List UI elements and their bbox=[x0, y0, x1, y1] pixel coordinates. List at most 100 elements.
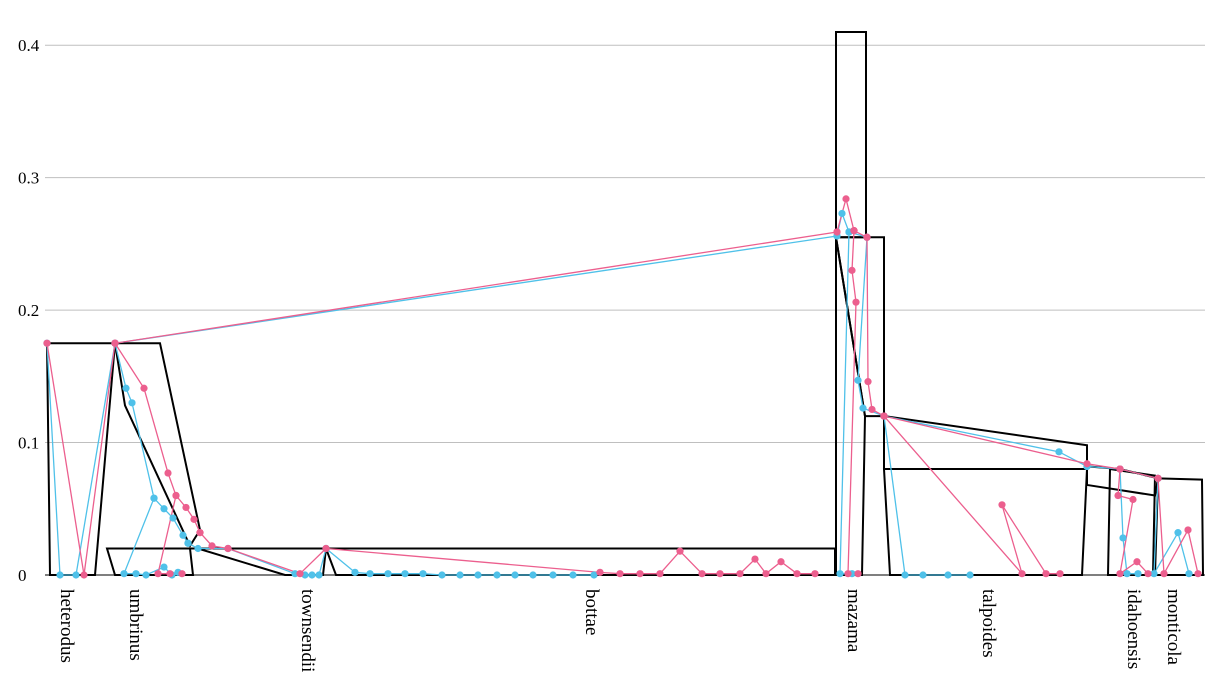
hull-polygon bbox=[115, 343, 200, 546]
y-tick-label: 0.4 bbox=[18, 36, 40, 55]
blue-series-marker bbox=[384, 570, 391, 577]
blue-series-marker bbox=[150, 495, 157, 502]
blue-series-marker bbox=[122, 385, 129, 392]
pink-series-marker bbox=[1133, 558, 1140, 565]
pink-series-marker bbox=[166, 570, 173, 577]
x-category-label: idahoensis bbox=[1123, 589, 1144, 669]
blue-series-marker bbox=[366, 570, 373, 577]
blue-series-marker bbox=[315, 571, 322, 578]
pink-series-marker bbox=[716, 570, 723, 577]
pink-series-marker bbox=[196, 529, 203, 536]
pink-series-line bbox=[884, 416, 1060, 574]
blue-series-marker bbox=[308, 571, 315, 578]
pink-series-marker bbox=[833, 228, 840, 235]
blue-series-marker bbox=[179, 532, 186, 539]
blue-series-marker bbox=[493, 571, 500, 578]
x-category-label: townsendii bbox=[297, 589, 318, 672]
blue-series-marker bbox=[56, 571, 63, 578]
blue-series-line bbox=[840, 232, 852, 574]
blue-series-marker bbox=[569, 571, 576, 578]
pink-series-line bbox=[1158, 478, 1198, 573]
pink-series-marker bbox=[182, 504, 189, 511]
pink-series-marker bbox=[154, 570, 161, 577]
blue-series-marker bbox=[1123, 570, 1130, 577]
pink-series-marker bbox=[1116, 465, 1123, 472]
pink-series-marker bbox=[880, 412, 887, 419]
blue-series-marker bbox=[132, 570, 139, 577]
blue-series-marker bbox=[1119, 534, 1126, 541]
pink-series-line bbox=[326, 549, 815, 574]
pink-series-line bbox=[1120, 469, 1158, 478]
pink-series-marker bbox=[850, 227, 857, 234]
pink-series-marker bbox=[868, 406, 875, 413]
blue-series-marker bbox=[438, 571, 445, 578]
x-category-label: talpoides bbox=[978, 589, 999, 658]
pink-series-marker bbox=[172, 492, 179, 499]
x-category-label: heterodus bbox=[56, 589, 77, 663]
pink-series-marker bbox=[616, 570, 623, 577]
pink-series-marker bbox=[736, 570, 743, 577]
blue-series-line bbox=[884, 416, 970, 575]
pink-series-marker bbox=[1129, 496, 1136, 503]
pink-series-marker bbox=[164, 469, 171, 476]
pink-series-marker bbox=[751, 556, 758, 563]
pink-series-line bbox=[867, 237, 884, 416]
pink-series-marker bbox=[1083, 460, 1090, 467]
blue-series-line bbox=[124, 498, 178, 575]
pink-series-line bbox=[848, 231, 858, 574]
pink-series-marker bbox=[140, 385, 147, 392]
pink-series-marker bbox=[1116, 570, 1123, 577]
blue-series-marker bbox=[836, 570, 843, 577]
blue-series-marker bbox=[351, 569, 358, 576]
y-tick-label: 0.2 bbox=[18, 301, 39, 320]
pink-series-marker bbox=[43, 340, 50, 347]
pink-series-marker bbox=[854, 570, 861, 577]
blue-series-marker bbox=[1185, 570, 1192, 577]
blue-series-marker bbox=[456, 571, 463, 578]
pink-series-marker bbox=[111, 340, 118, 347]
blue-series-marker bbox=[194, 545, 201, 552]
hull-polygon bbox=[836, 32, 866, 237]
pink-series-marker bbox=[793, 570, 800, 577]
pink-series-marker bbox=[1194, 570, 1201, 577]
pink-series-marker bbox=[208, 542, 215, 549]
blue-series-marker bbox=[1134, 570, 1141, 577]
x-category-label: bottae bbox=[581, 589, 602, 635]
blue-series-marker bbox=[1174, 529, 1181, 536]
y-tick-label: 0.3 bbox=[18, 169, 39, 188]
pink-series-marker bbox=[322, 545, 329, 552]
pink-series-line bbox=[115, 232, 837, 343]
pink-series-marker bbox=[863, 234, 870, 241]
pink-series-marker bbox=[178, 570, 185, 577]
pink-series-marker bbox=[1160, 570, 1167, 577]
blue-series-marker bbox=[120, 570, 127, 577]
blue-series-marker bbox=[160, 505, 167, 512]
y-tick-label: 0.1 bbox=[18, 434, 39, 453]
blue-series-marker bbox=[859, 405, 866, 412]
x-category-label: mazama bbox=[843, 589, 864, 653]
x-category-label: monticola bbox=[1163, 589, 1184, 666]
pink-series-marker bbox=[844, 570, 851, 577]
hull-polygon bbox=[188, 549, 326, 575]
blue-series-line bbox=[858, 237, 884, 416]
pink-series-marker bbox=[656, 570, 663, 577]
pink-series-marker bbox=[1144, 570, 1151, 577]
blue-series-marker bbox=[901, 571, 908, 578]
pink-series-marker bbox=[777, 558, 784, 565]
blue-series-marker bbox=[511, 571, 518, 578]
hull-polygon bbox=[1108, 469, 1155, 575]
pink-series-marker bbox=[864, 378, 871, 385]
blue-series-marker bbox=[142, 571, 149, 578]
pink-series-marker bbox=[596, 569, 603, 576]
blue-series-marker bbox=[838, 210, 845, 217]
pink-series-marker bbox=[998, 501, 1005, 508]
y-tick-label: 0 bbox=[18, 566, 27, 585]
phylo-scatter-chart: 0 0.1 0.2 0.3 0.4 heterodus umbrinus townsendii… bbox=[0, 0, 1225, 694]
pink-series-marker bbox=[224, 545, 231, 552]
pink-series-marker bbox=[811, 570, 818, 577]
blue-series-marker bbox=[854, 377, 861, 384]
x-category-label: umbrinus bbox=[125, 589, 146, 661]
pink-series-marker bbox=[1056, 570, 1063, 577]
blue-series-marker bbox=[419, 570, 426, 577]
blue-series-marker bbox=[474, 571, 481, 578]
